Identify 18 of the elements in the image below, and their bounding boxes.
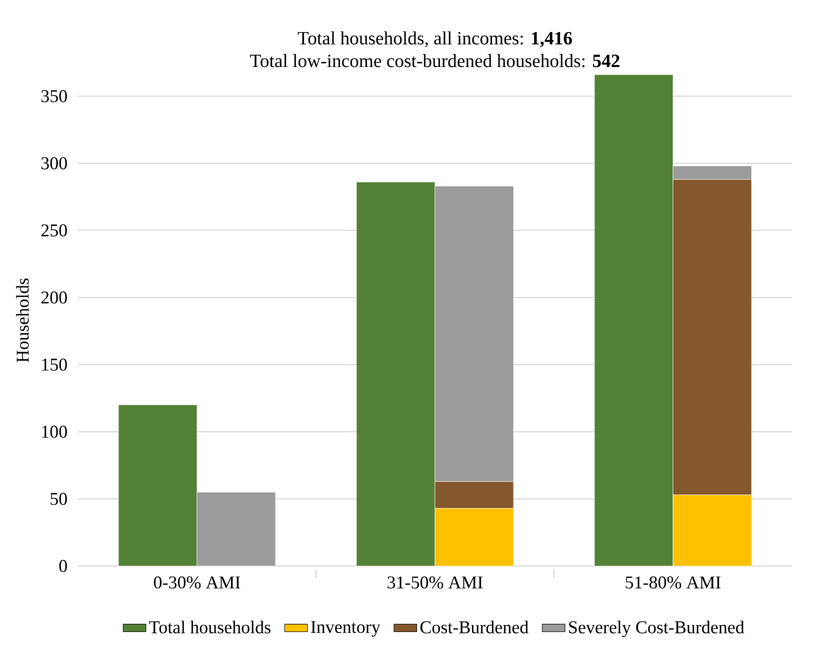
x-tick-label: 0-30% AMI [154,576,240,589]
y-axis-title: Households [16,278,29,362]
y-tick-label: 200 [41,291,67,304]
chart-title: Total households, all incomes: 1,416 [298,31,572,48]
y-tick-label: 0 [59,560,67,572]
legend-label: Inventory [311,621,380,637]
y-tick-label: 350 [41,90,67,102]
x-tick-label: 31-50% AMI [388,576,483,589]
chart-subtitle: Total low-income cost-burdened households: 542 [250,54,620,68]
legend-label: Severely Cost-Burdened [569,620,744,638]
y-tick-label: 150 [42,358,67,371]
y-tick-label: 50 [50,492,67,505]
y-tick-label: 100 [42,426,67,438]
legend-label: Total households [149,620,270,634]
y-tick-label: 300 [41,157,67,170]
y-tick-label: 250 [41,224,67,236]
legend-label: Cost-Burdened [420,620,528,634]
x-tick-label: 51-80% AMI [626,576,721,589]
